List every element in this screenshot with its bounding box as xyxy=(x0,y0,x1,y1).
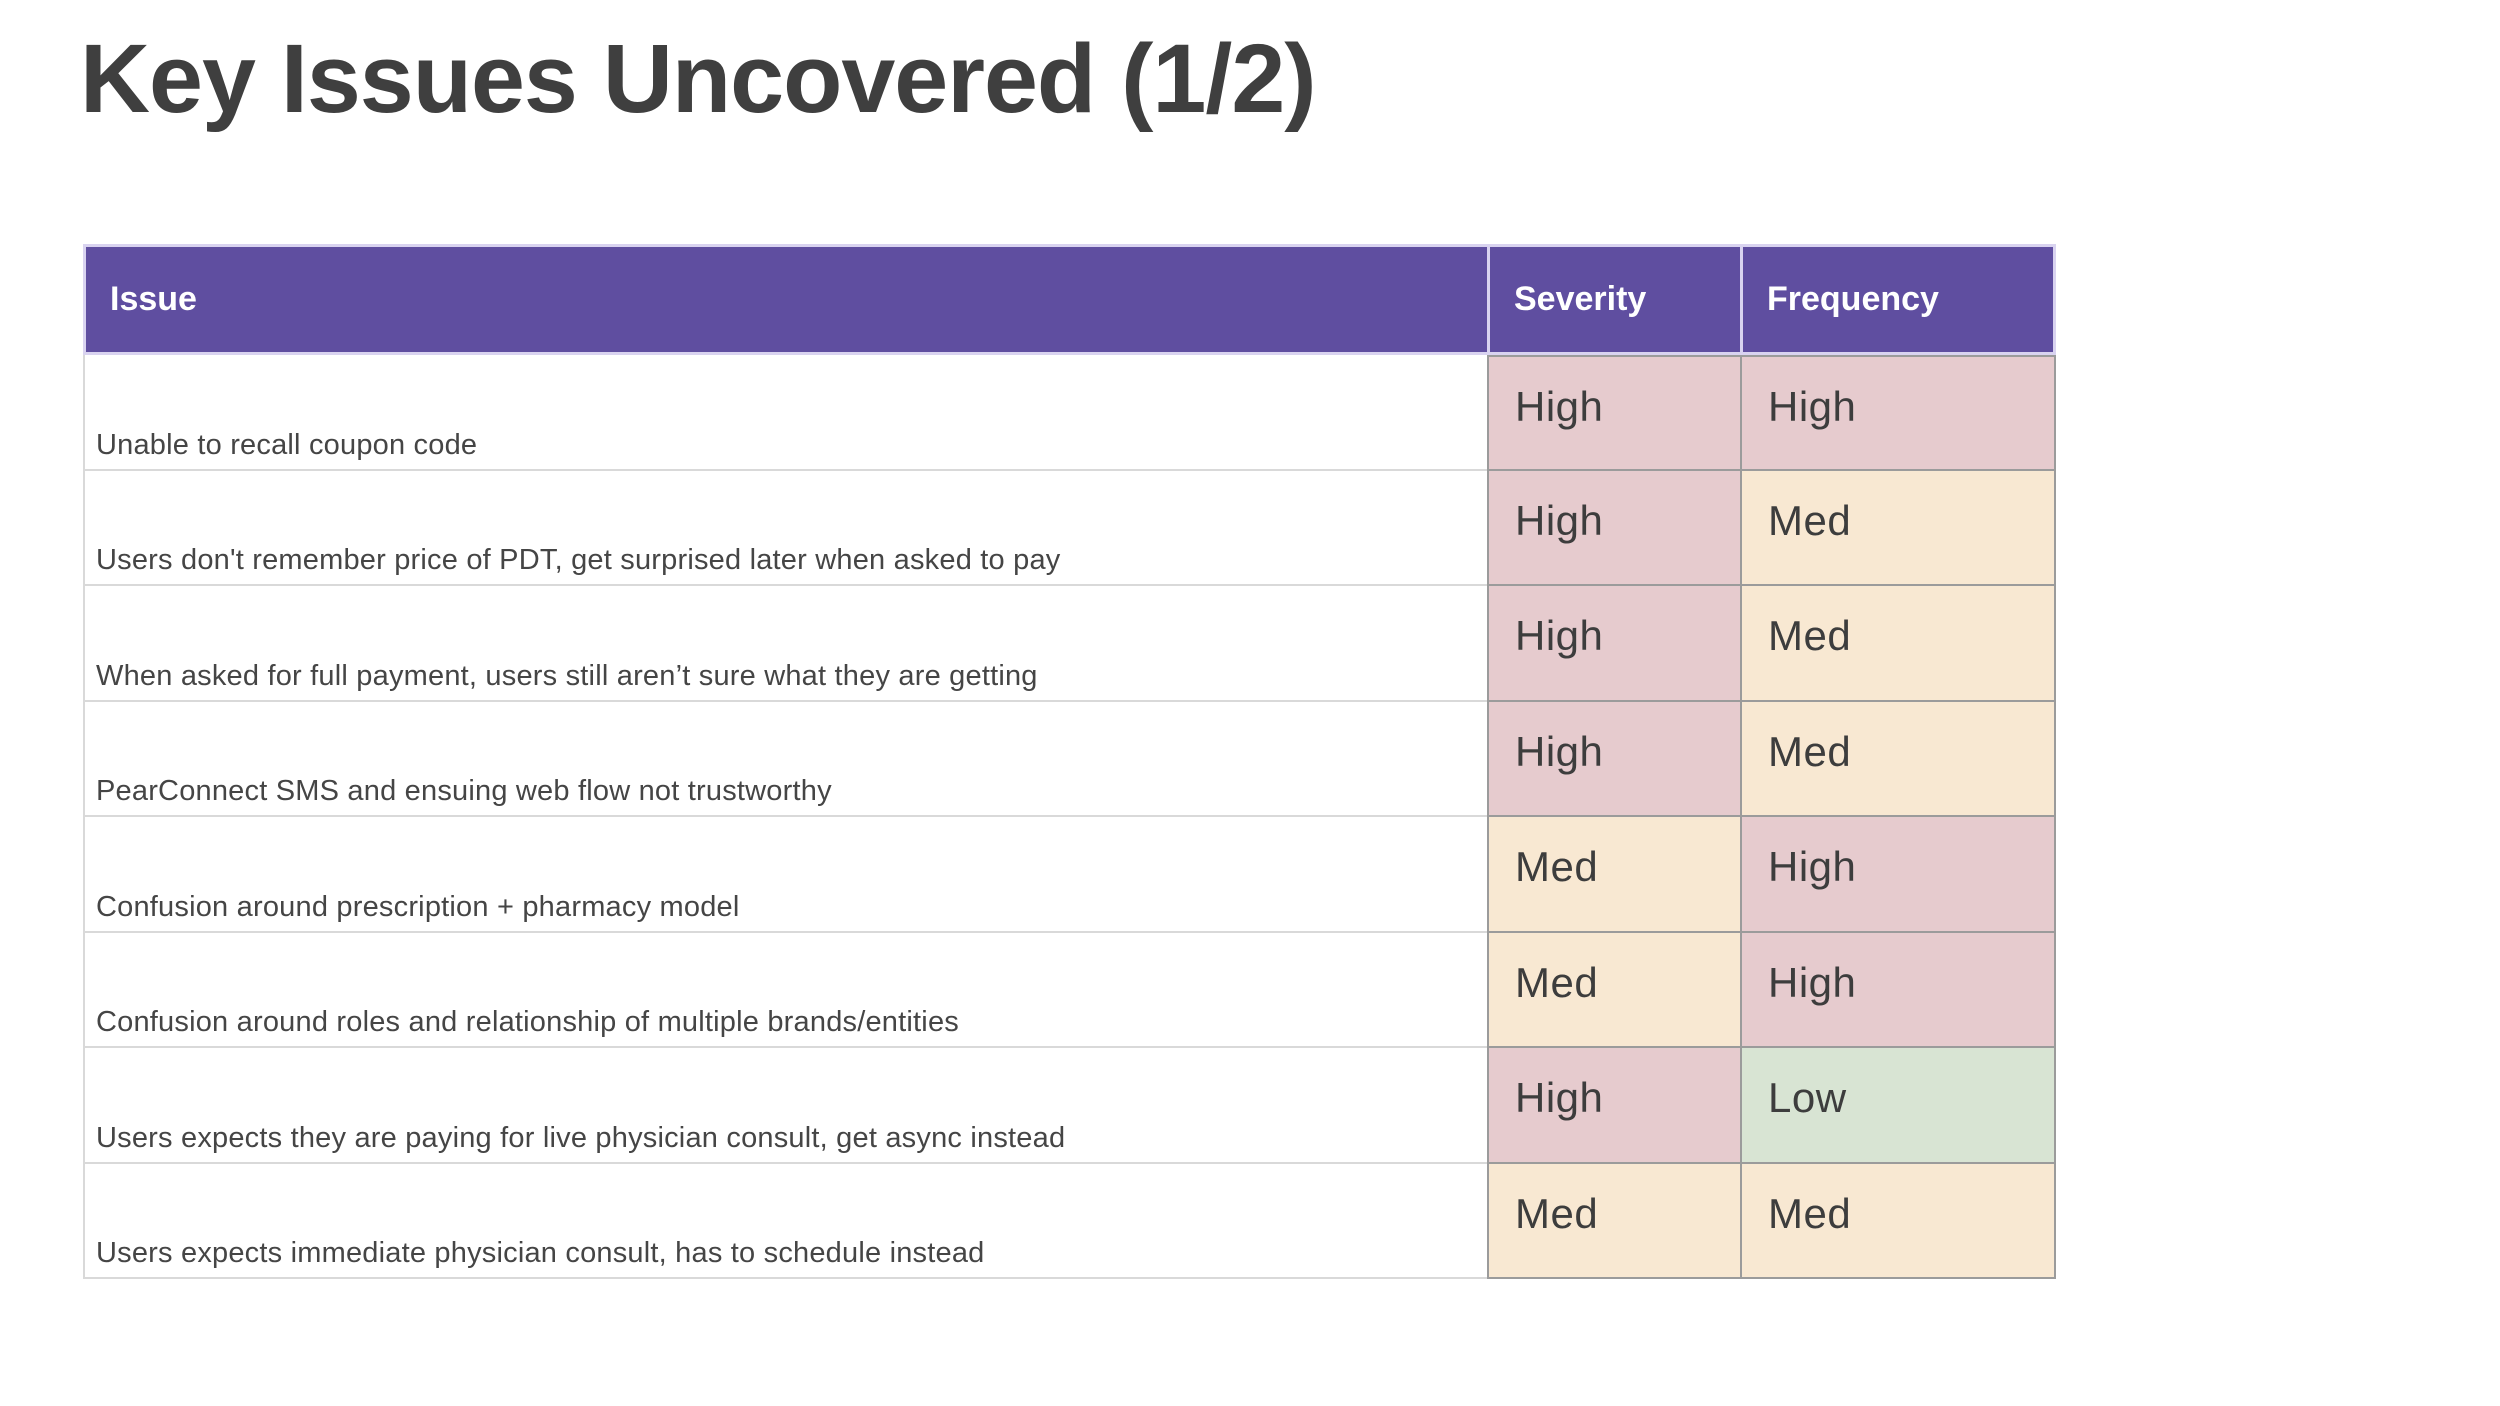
header-cell-frequency: Frequency xyxy=(1767,280,1939,318)
table-row: Users expects they are paying for live p… xyxy=(83,1048,2056,1164)
frequency-cell: Med xyxy=(1740,586,2056,702)
frequency-cell: Med xyxy=(1740,701,2056,817)
table-row: Confusion around roles and relationship … xyxy=(83,932,2056,1048)
severity-cell: High xyxy=(1487,701,1740,817)
severity-cell: High xyxy=(1487,470,1740,586)
page-title: Key Issues Uncovered (1/2) xyxy=(80,24,1317,133)
table-row: Users don't remember price of PDT, get s… xyxy=(83,470,2056,586)
issue-cell: Confusion around roles and relationship … xyxy=(83,932,1487,1048)
severity-cell: High xyxy=(1487,355,1740,471)
issue-cell: Unable to recall coupon code xyxy=(83,355,1487,471)
header-cell-severity: Severity xyxy=(1490,247,1743,352)
issue-cell: Users expects they are paying for live p… xyxy=(83,1048,1487,1164)
frequency-cell: Low xyxy=(1740,1048,2056,1164)
issue-cell: When asked for full payment, users still… xyxy=(83,586,1487,702)
frequency-cell: Med xyxy=(1740,1163,2056,1279)
table-row: Users expects immediate physician consul… xyxy=(83,1163,2056,1279)
frequency-cell: Med xyxy=(1740,470,2056,586)
frequency-cell: High xyxy=(1740,355,2056,471)
frequency-cell: High xyxy=(1740,932,2056,1048)
table-row: Unable to recall coupon code High High xyxy=(83,355,2056,471)
frequency-cell: High xyxy=(1740,817,2056,933)
severity-cell: Med xyxy=(1487,817,1740,933)
header-cell-issue: Issue xyxy=(86,247,1490,352)
severity-cell: High xyxy=(1487,1048,1740,1164)
issues-table: Issue Severity Frequency Unable to recal… xyxy=(83,244,2056,1279)
severity-cell: High xyxy=(1487,586,1740,702)
table-row: When asked for full payment, users still… xyxy=(83,586,2056,702)
severity-cell: Med xyxy=(1487,1163,1740,1279)
issue-cell: Users expects immediate physician consul… xyxy=(83,1163,1487,1279)
table-header-row: Issue Severity Frequency xyxy=(83,244,2056,355)
issue-cell: Confusion around prescription + pharmacy… xyxy=(83,817,1487,933)
table-row: Confusion around prescription + pharmacy… xyxy=(83,817,2056,933)
issue-cell: Users don't remember price of PDT, get s… xyxy=(83,470,1487,586)
severity-cell: Med xyxy=(1487,932,1740,1048)
issue-cell: PearConnect SMS and ensuing web flow not… xyxy=(83,701,1487,817)
table-row: PearConnect SMS and ensuing web flow not… xyxy=(83,701,2056,817)
